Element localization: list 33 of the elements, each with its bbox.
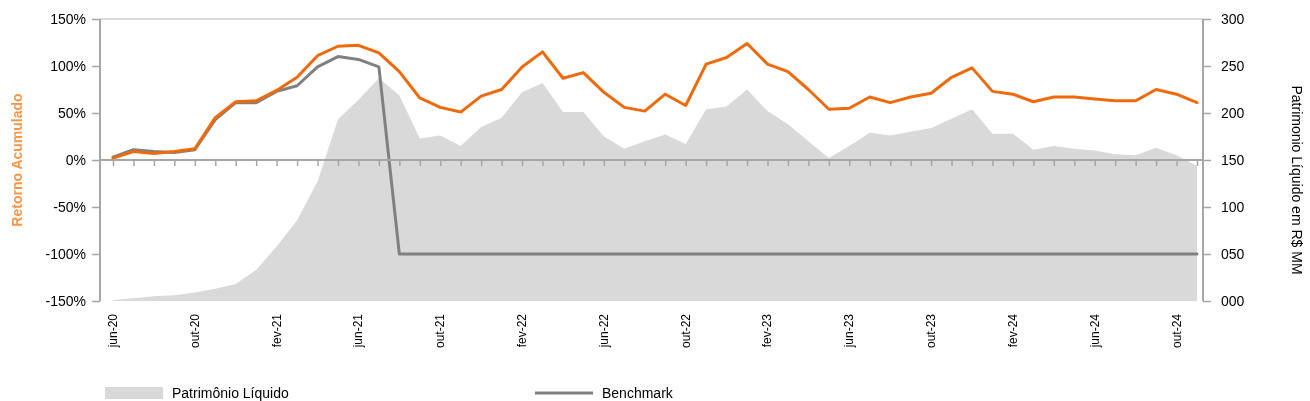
legend-label: Benchmark [602,385,674,401]
x-tick-label: jun-21 [351,313,366,349]
y-tick-label: 0% [65,151,86,168]
x-tick-label: out-23 [924,313,939,349]
y-axis-title: Retorno Acumulado [9,93,25,227]
x-tick-label: out-21 [433,313,448,349]
x-tick-label: out-22 [678,313,693,349]
x-tick-label: fev-22 [515,313,530,348]
y2-axis-title: Patrimonio Líquido em R$ MM [1289,85,1305,275]
x-tick-label: out-24 [1169,313,1184,349]
x-tick-label: jun-24 [1087,313,1102,349]
y-tick-label: 50% [57,104,86,121]
x-tick-label: fev-21 [269,313,284,348]
y-tick-label: 100% [50,57,86,74]
x-tick-label: jun-23 [842,313,857,349]
y2-tick-label: 150 [1221,151,1245,168]
y2-tick-label: 100 [1221,198,1245,215]
x-tick-label: out-20 [187,313,202,349]
x-tick-label: jun-20 [106,313,120,349]
y-tick-label: 150% [50,10,86,27]
x-tick-label: fev-24 [1005,313,1020,348]
y2-tick-label: 250 [1221,57,1245,74]
x-tick-label: jun-22 [596,313,611,349]
y2-tick-label: 050 [1221,245,1245,262]
x-tick-label: fev-23 [760,313,775,348]
y-tick-label: -150% [45,292,86,309]
y2-tick-label: 000 [1221,292,1245,309]
line-series [111,41,1199,160]
y-tick-label: -50% [53,198,86,215]
y2-tick-label: 300 [1221,10,1245,27]
legend-label: Patrimônio Líquido [172,385,289,401]
y-tick-label: -100% [45,245,86,262]
y2-tick-label: 200 [1221,104,1245,121]
